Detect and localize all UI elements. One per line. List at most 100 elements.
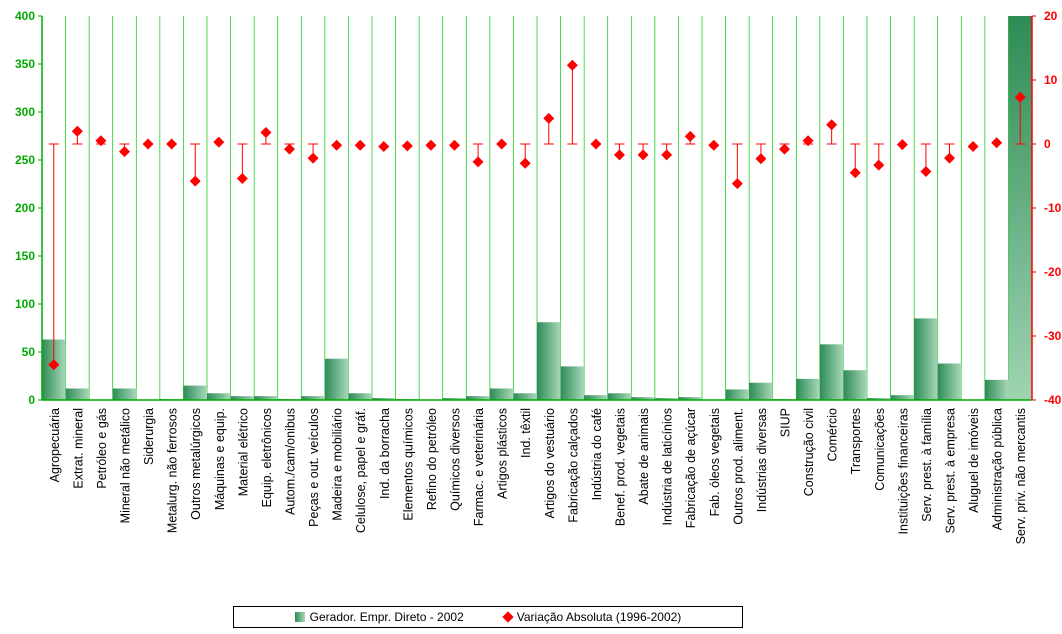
- bar: [560, 366, 585, 400]
- category-label: Equip. eletrônicos: [260, 408, 274, 507]
- category-label: Serv. prest. à família: [920, 408, 934, 522]
- bar: [207, 393, 231, 400]
- point-marker: [755, 153, 767, 165]
- point-marker: [519, 157, 531, 169]
- left-tick-label: 100: [15, 297, 35, 311]
- point-marker: [896, 139, 908, 151]
- category-label: Abate de animais: [637, 408, 651, 505]
- point-marker: [95, 135, 107, 147]
- diamond-marker-icon: [502, 611, 514, 623]
- category-label: Comércio: [826, 408, 840, 462]
- bar: [489, 388, 514, 400]
- point-marker: [614, 149, 625, 161]
- bar: [819, 344, 844, 400]
- category-label: Siderurgia: [142, 408, 156, 465]
- point-marker: [920, 166, 932, 178]
- left-axis-ticks: 0 50 100 150 200 250 300 350 400: [15, 9, 42, 407]
- category-label: Comunicações: [873, 408, 887, 491]
- legend-item-bars: Gerador. Empr. Direto - 2002: [294, 610, 464, 624]
- bar: [348, 393, 372, 400]
- bar: [749, 382, 773, 400]
- bar: [654, 398, 679, 400]
- legend-bar-label: Gerador. Empr. Direto - 2002: [309, 610, 464, 624]
- right-tick-label: 20: [1044, 9, 1058, 23]
- bar: [513, 393, 537, 400]
- bar-swatch-icon: [294, 612, 305, 622]
- left-tick-label: 50: [22, 345, 36, 359]
- left-tick-label: 200: [15, 201, 35, 215]
- category-label: Refino do petróleo: [425, 408, 439, 510]
- point-marker: [472, 156, 484, 168]
- point-marker: [425, 139, 437, 151]
- legend: Gerador. Empr. Direto - 2002 Variação Ab…: [233, 606, 743, 628]
- point-marker: [354, 139, 366, 151]
- category-label: Celulose, papel e gráf.: [354, 408, 368, 533]
- point-marker: [284, 143, 295, 155]
- point-marker: [119, 146, 130, 158]
- category-label: Metalurg. não ferrosos: [166, 408, 180, 533]
- point-marker: [802, 135, 814, 147]
- bar: [442, 398, 467, 400]
- left-tick-label: 350: [15, 57, 35, 71]
- bar: [867, 398, 891, 400]
- point-marker: [590, 138, 602, 150]
- category-label: Fab. óleos vegetais: [708, 408, 722, 516]
- category-label: Indústrias diversas: [755, 408, 769, 512]
- legend-item-points: Variação Absoluta (1996-2002): [502, 610, 681, 624]
- bar: [631, 397, 655, 400]
- category-label: Artigos plásticos: [496, 408, 510, 499]
- category-label: Ind. da borracha: [378, 408, 392, 499]
- bar: [725, 389, 750, 400]
- category-label: Indústria do café: [590, 408, 604, 500]
- category-label: Administração pública: [991, 408, 1005, 530]
- point-marker: [944, 152, 955, 164]
- left-tick-label: 150: [15, 249, 35, 263]
- category-label: Aluguel de imóveis: [967, 408, 981, 513]
- right-tick-label: -20: [1044, 265, 1062, 279]
- bar: [584, 395, 608, 400]
- point-marker: [166, 138, 178, 150]
- category-label: Petróleo e gás: [95, 408, 109, 489]
- bar: [466, 396, 490, 400]
- point-marker: [236, 173, 248, 185]
- point-marker: [967, 141, 979, 153]
- bar: [183, 385, 207, 400]
- point-marker: [331, 139, 343, 151]
- point-marker: [48, 359, 60, 371]
- category-label: Benef. prod. vegetais: [614, 408, 628, 526]
- category-label: Madeira e mobiliário: [331, 408, 345, 521]
- category-label: Serv. priv. não mercantis: [1014, 408, 1028, 544]
- category-label: Transportes: [849, 408, 863, 474]
- point-marker: [991, 137, 1003, 149]
- category-label: Autom./cam/onibus: [284, 408, 298, 515]
- x-axis-labels: Agropecuária Extrat. mineral Petróleo e gá…: [48, 408, 1028, 544]
- category-label: Químicos diversos: [449, 408, 463, 511]
- point-marker: [661, 149, 673, 161]
- bar: [372, 398, 396, 400]
- bar: [984, 379, 1009, 400]
- bar: [230, 396, 255, 400]
- point-series: [48, 59, 1026, 371]
- category-label: Agropecuária: [48, 408, 62, 482]
- right-tick-label: -30: [1044, 329, 1062, 343]
- category-label: Farmac. e veterinária: [472, 408, 486, 526]
- bar: [796, 378, 820, 400]
- point-marker: [637, 149, 649, 161]
- bar: [607, 393, 632, 400]
- bar: [254, 396, 278, 400]
- point-marker: [731, 178, 743, 190]
- left-tick-label: 0: [28, 393, 35, 407]
- category-label: Material elétrico: [236, 408, 250, 496]
- bar: [1008, 16, 1032, 400]
- left-tick-label: 250: [15, 153, 35, 167]
- point-marker: [543, 112, 555, 124]
- point-marker: [449, 139, 460, 151]
- point-marker: [142, 138, 154, 150]
- bar: [937, 363, 962, 400]
- category-label: Elementos químicos: [401, 408, 415, 521]
- point-marker: [189, 175, 201, 187]
- category-label: Construção civil: [802, 408, 816, 496]
- bar-series: [42, 16, 1032, 400]
- right-tick-label: 10: [1044, 73, 1058, 87]
- bar: [65, 388, 90, 400]
